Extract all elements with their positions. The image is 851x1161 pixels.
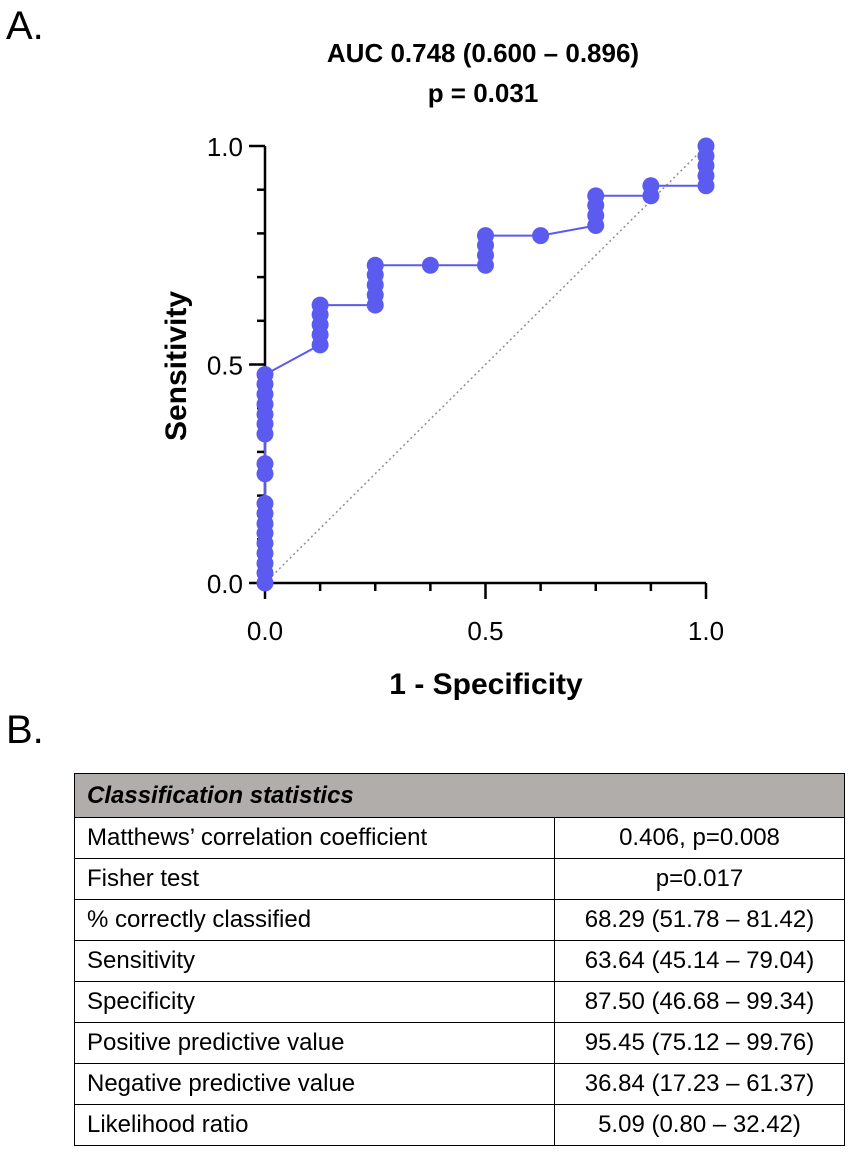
reference-line-layer	[264, 145, 707, 584]
roc-point	[311, 296, 329, 314]
stat-value: 5.09 (0.80 – 32.42)	[554, 1104, 845, 1146]
table-header: Classification statistics	[74, 773, 845, 818]
roc-point	[421, 256, 439, 274]
x-tick-label: 1.0	[688, 616, 724, 646]
table-row: Positive predictive value 95.45 (75.12 – …	[74, 1022, 845, 1064]
panel-label-a: A.	[6, 4, 44, 48]
roc-point	[532, 227, 550, 245]
x-axis-title: 1 - Specificity	[389, 668, 583, 701]
y-tick-label: 0.0	[207, 569, 243, 599]
reference-diagonal-line	[264, 145, 707, 584]
stat-value: 0.406, p=0.008	[554, 817, 845, 859]
table-row: Likelihood ratio 5.09 (0.80 – 32.42)	[74, 1104, 845, 1146]
stat-label: Likelihood ratio	[74, 1104, 555, 1146]
table-row: Matthews’ correlation coefficient 0.406, …	[74, 817, 845, 859]
roc-point	[697, 137, 715, 155]
y-tick-label: 1.0	[207, 132, 243, 162]
roc-chart: AUC 0.748 (0.600 – 0.896) p = 0.031 0.00…	[160, 38, 724, 701]
x-tick-label: 0.5	[467, 616, 503, 646]
roc-point	[256, 455, 274, 473]
stat-value: 36.84 (17.23 – 61.37)	[554, 1063, 845, 1105]
stat-label: Negative predictive value	[74, 1063, 555, 1105]
roc-point	[256, 366, 274, 384]
roc-series-layer	[256, 137, 715, 592]
table-body: Matthews’ correlation coefficient 0.406, …	[74, 817, 845, 1146]
stat-value: 87.50 (46.68 – 99.34)	[554, 981, 845, 1023]
table-row: Specificity 87.50 (46.68 – 99.34)	[74, 981, 845, 1023]
chart-subtitle: p = 0.031	[428, 78, 539, 108]
table-row: Sensitivity 63.64 (45.14 – 79.04)	[74, 940, 845, 982]
chart-title: AUC 0.748 (0.600 – 0.896)	[327, 38, 639, 68]
stat-value: p=0.017	[554, 858, 845, 900]
stat-label: Sensitivity	[74, 940, 555, 982]
stat-label: Positive predictive value	[74, 1022, 555, 1064]
table-row: Fisher test p=0.017	[74, 858, 845, 900]
table-header-row: Classification statistics	[74, 773, 845, 818]
y-axis-title: Sensitivity	[160, 291, 193, 441]
stat-value: 68.29 (51.78 – 81.42)	[554, 899, 845, 941]
x-tick-label: 0.0	[247, 616, 283, 646]
stat-label: Fisher test	[74, 858, 555, 900]
table-row: Negative predictive value 36.84 (17.23 – …	[74, 1063, 845, 1105]
axes	[249, 144, 708, 599]
roc-point	[587, 187, 605, 205]
stat-label: % correctly classified	[74, 899, 555, 941]
table-row: % correctly classified 68.29 (51.78 – 81.…	[74, 899, 845, 941]
stat-label: Matthews’ correlation coefficient	[74, 817, 555, 859]
roc-point	[642, 177, 660, 195]
roc-point	[366, 256, 384, 274]
panel-label-b: B.	[6, 708, 44, 752]
roc-point	[477, 227, 494, 245]
roc-point	[256, 494, 274, 512]
stat-label: Specificity	[74, 981, 555, 1023]
classification-stats-table: Classification statistics Matthews’ corr…	[74, 773, 845, 1146]
y-tick-label: 0.5	[207, 351, 243, 381]
tick-labels-layer: 0.0 0.5 1.0 0.0 0.5 1.0	[207, 132, 724, 646]
stat-value: 95.45 (75.12 – 99.76)	[554, 1022, 845, 1064]
stat-value: 63.64 (45.14 – 79.04)	[554, 940, 845, 982]
